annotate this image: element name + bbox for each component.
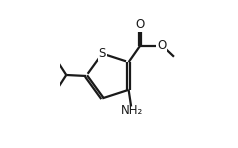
Text: S: S	[99, 47, 106, 60]
Text: O: O	[135, 18, 145, 32]
Text: O: O	[157, 39, 166, 52]
Text: NH₂: NH₂	[121, 104, 143, 117]
